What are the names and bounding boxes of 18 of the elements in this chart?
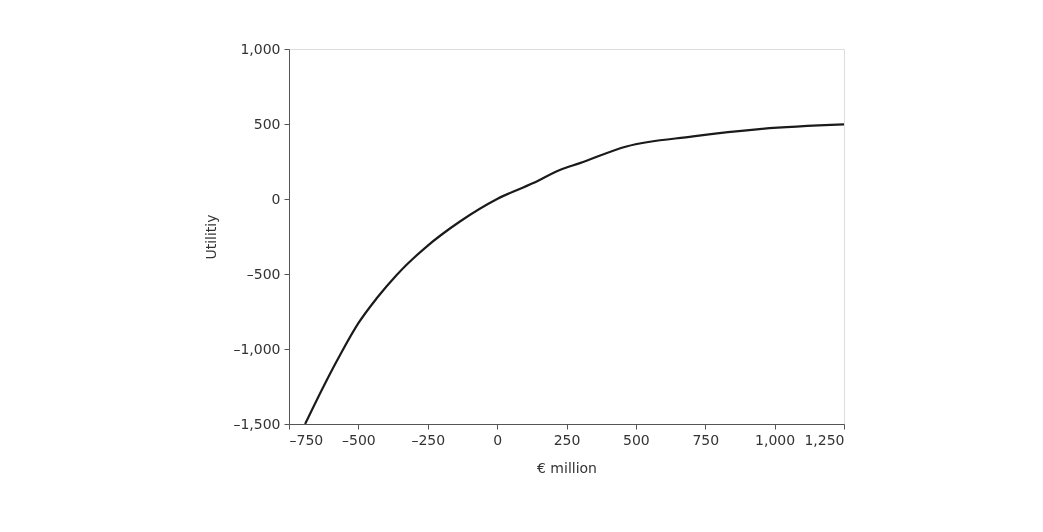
x-tick-label: 250: [553, 431, 581, 448]
y-axis-title: Utilitiy: [203, 214, 220, 260]
x-tick-label: 750: [692, 431, 720, 448]
y-tick-label: –500: [246, 265, 281, 282]
x-tick-label: 0: [493, 431, 503, 448]
x-tick-label: 500: [623, 431, 650, 448]
y-tick-label: 1,000: [240, 40, 281, 57]
x-tick-label: –250: [411, 431, 446, 448]
x-axis-title: € million: [537, 459, 597, 476]
x-tick-label: 1,000: [755, 431, 796, 448]
x-tick-label: –750: [289, 431, 324, 448]
x-tick-label: –500: [342, 431, 376, 448]
x-tick-label: 1,250: [804, 431, 845, 448]
y-tick-label: 500: [253, 115, 281, 132]
y-tick-label: –1,500: [233, 415, 281, 432]
y-tick-label: –1,000: [233, 340, 281, 357]
y-tick-label: 0: [271, 190, 281, 207]
line-series: [304, 123, 844, 424]
